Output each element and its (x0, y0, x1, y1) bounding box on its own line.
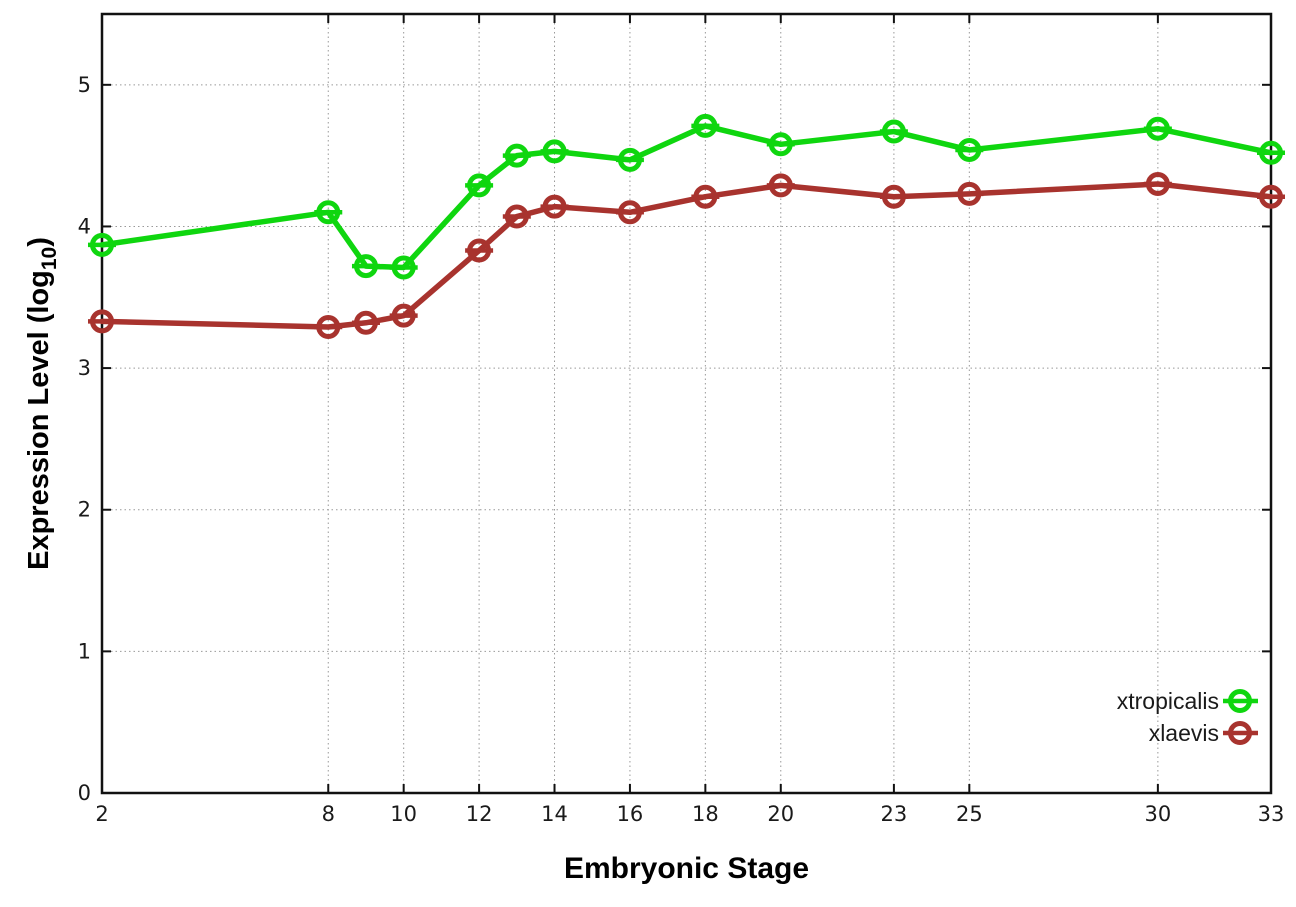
data-point-xlaevis (1259, 184, 1283, 209)
data-point-xlaevis (881, 184, 906, 209)
y-axis-title-subscript: 10 (38, 247, 61, 270)
y-tick-label: 0 (78, 781, 91, 805)
x-tick-label: 2 (95, 802, 108, 826)
y-axis-title: Expression Level (log10) (23, 237, 61, 570)
data-point-xlaevis (693, 184, 718, 209)
data-point-xtropicalis (391, 255, 416, 280)
data-point-xtropicalis (768, 132, 793, 157)
y-axis-title-close: ) (23, 237, 55, 247)
data-point-xtropicalis (542, 139, 567, 164)
data-point-xtropicalis (881, 119, 906, 144)
y-tick-label: 3 (78, 356, 91, 380)
y-axis-title-text: Expression Level (log (23, 270, 55, 570)
data-point-xtropicalis (353, 254, 378, 279)
grid-lines (102, 14, 1271, 793)
series-xlaevis (88, 171, 1285, 340)
legend-item-xtropicalis: xtropicalis (1117, 688, 1258, 714)
x-tick-label: 10 (390, 802, 417, 826)
data-point-xtropicalis (1259, 140, 1283, 165)
x-tick-label: 30 (1145, 802, 1172, 826)
y-tick-label: 5 (78, 73, 91, 97)
y-tick-label: 4 (78, 214, 91, 238)
legend-marker-circle (1228, 689, 1252, 713)
x-tick-label: 14 (541, 802, 568, 826)
y-tick-labels: 0 1 2 3 4 5 (78, 73, 91, 805)
x-tick-label: 18 (692, 802, 719, 826)
data-point-xlaevis (542, 194, 567, 219)
x-tick-label: 33 (1258, 802, 1285, 826)
data-point-xlaevis (316, 315, 341, 340)
data-point-xlaevis (391, 303, 416, 328)
legend: xtropicalis xlaevis (1117, 688, 1258, 746)
x-tick-label: 25 (956, 802, 983, 826)
tick-marks (101, 14, 1272, 794)
legend-marker-circle (1228, 721, 1252, 745)
x-tick-label: 8 (322, 802, 335, 826)
data-point-xlaevis (504, 204, 529, 229)
data-point-xtropicalis (957, 137, 982, 162)
x-tick-label: 20 (767, 802, 794, 826)
data-point-xtropicalis (90, 232, 114, 257)
data-point-xtropicalis (617, 147, 642, 172)
data-point-xtropicalis (504, 143, 529, 168)
data-point-xlaevis (90, 309, 114, 334)
data-point-xlaevis (617, 200, 642, 225)
legend-label: xlaevis (1149, 720, 1219, 746)
data-point-xlaevis (957, 181, 982, 206)
data-point-xlaevis (1145, 171, 1170, 196)
data-point-xlaevis (467, 238, 492, 263)
y-tick-label: 1 (78, 639, 91, 663)
plot-border (100, 12, 1273, 795)
data-point-xlaevis (768, 173, 793, 198)
data-point-xtropicalis (1145, 116, 1170, 141)
legend-item-xlaevis: xlaevis (1149, 720, 1258, 746)
x-tick-label: 16 (617, 802, 644, 826)
legend-label: xtropicalis (1117, 688, 1219, 714)
x-tick-label: 12 (466, 802, 493, 826)
y-tick-label: 2 (78, 498, 91, 522)
data-point-xtropicalis (467, 173, 492, 198)
series-xtropicalis (88, 113, 1285, 280)
data-point-xtropicalis (316, 200, 341, 225)
x-tick-labels: 2 8 10 12 14 16 18 20 23 25 30 33 (95, 802, 1284, 826)
data-point-xtropicalis (693, 113, 718, 138)
x-tick-label: 23 (881, 802, 908, 826)
x-axis-title: Embryonic Stage (564, 852, 809, 885)
data-point-xlaevis (353, 310, 378, 335)
